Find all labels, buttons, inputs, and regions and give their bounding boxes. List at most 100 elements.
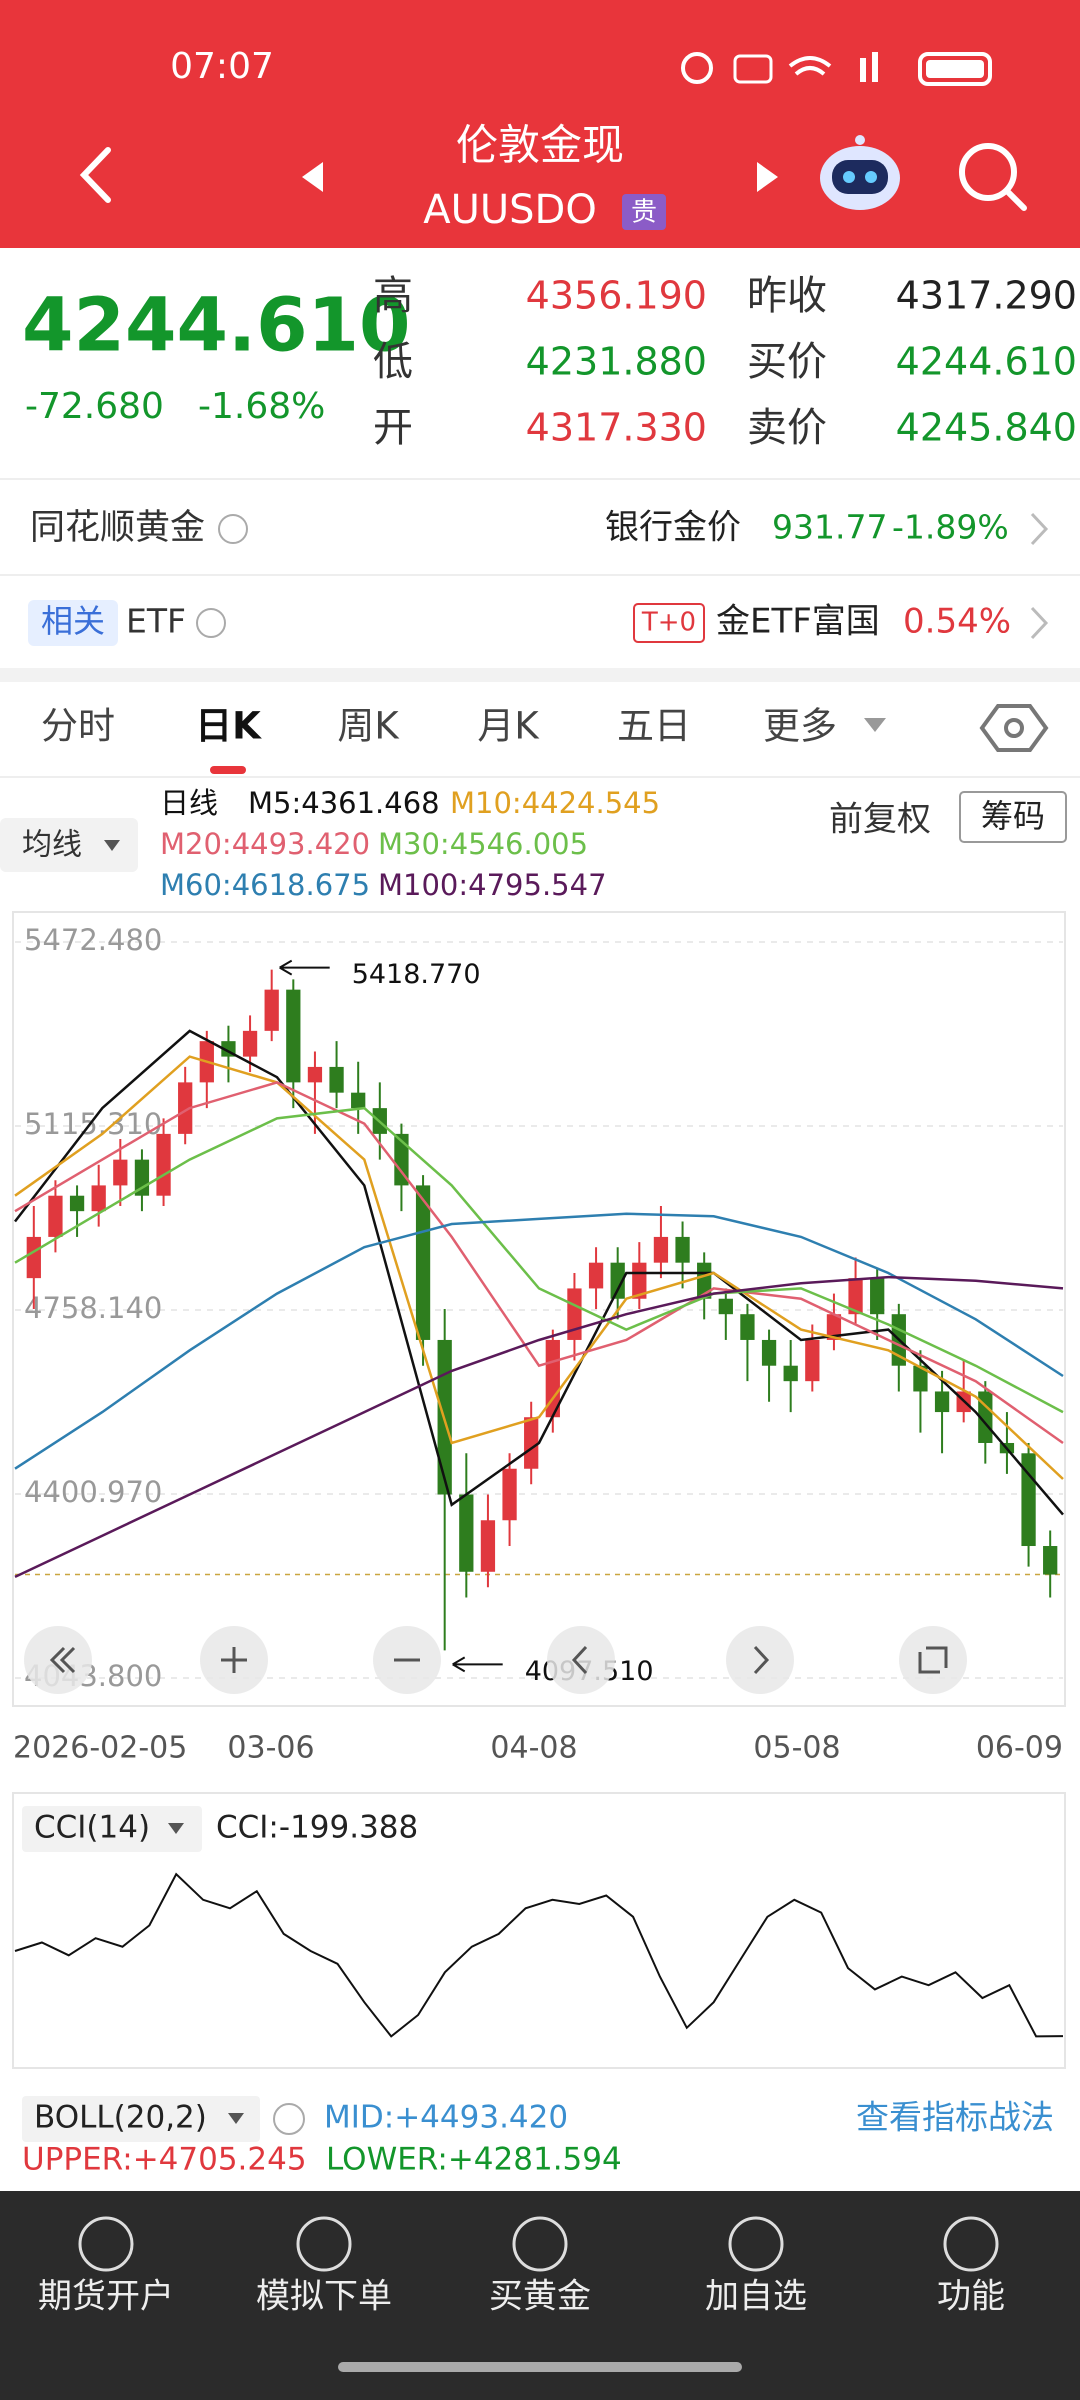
- nav-label[interactable]: 加自选: [705, 2277, 807, 2317]
- field-label: 高: [373, 273, 413, 319]
- boll-title[interactable]: BOLL(20,2): [34, 2100, 207, 2136]
- robot-icon[interactable]: [820, 135, 900, 210]
- candle-body: [718, 1298, 733, 1315]
- ma-select[interactable]: 均线: [22, 828, 82, 863]
- chips-btn[interactable]: [959, 791, 1067, 843]
- adjust-label[interactable]: 前复权: [829, 800, 931, 840]
- control-icon: [918, 1646, 948, 1674]
- candle-body: [113, 1159, 128, 1186]
- ma-legend: M30:4546.005: [378, 827, 588, 861]
- nav-icon[interactable]: [78, 2216, 134, 2272]
- candle-body: [69, 1195, 85, 1212]
- boll-link[interactable]: 查看指标战法: [856, 2098, 1054, 2137]
- candle-body: [934, 1391, 950, 1413]
- tab[interactable]: 日K: [195, 705, 262, 748]
- search-icon[interactable]: [959, 143, 1027, 211]
- page-title: 伦敦金现: [456, 121, 624, 170]
- nav-label[interactable]: 模拟下单: [256, 2277, 392, 2317]
- candle-body: [697, 1262, 712, 1299]
- tab[interactable]: 分时: [41, 705, 115, 748]
- cci-readout: CCI:-199.388: [216, 1810, 418, 1846]
- nav-label[interactable]: 买黄金: [489, 2277, 591, 2317]
- chart-control[interactable]: [899, 1626, 967, 1694]
- divider: [0, 776, 1080, 778]
- boll-lower: LOWER:+4281.594: [326, 2142, 622, 2178]
- dropdown-arrow: [864, 718, 886, 732]
- back-button[interactable]: [79, 147, 111, 203]
- chart-frame: [12, 911, 1066, 1707]
- nav-label[interactable]: 功能: [937, 2277, 1005, 2317]
- dropdown-arrow: [228, 2113, 244, 2124]
- settings-icon[interactable]: [979, 704, 1049, 752]
- field-value: 4317.330: [526, 406, 707, 450]
- cci-line: [14, 1872, 1064, 2038]
- candle-body: [610, 1262, 625, 1299]
- field-label: 卖价: [747, 405, 827, 451]
- candle-body: [740, 1314, 755, 1340]
- section-title[interactable]: 同花顺黄金: [30, 508, 205, 548]
- chart-control[interactable]: [726, 1626, 794, 1694]
- chart-control[interactable]: [547, 1626, 615, 1694]
- candle-body: [913, 1365, 928, 1392]
- tag-bg: [622, 194, 666, 230]
- note-arrow: [452, 1656, 503, 1673]
- bank-change: -1.89%: [892, 508, 1009, 547]
- nav-icon[interactable]: [728, 2216, 784, 2272]
- dropdown-arrow: [104, 840, 120, 851]
- nav-icon[interactable]: [943, 2216, 999, 2272]
- symbol: AUUSDO: [423, 187, 597, 233]
- cci-title[interactable]: CCI(14): [34, 1810, 150, 1846]
- y-tick-label: 5472.480: [24, 923, 162, 957]
- chart-control[interactable]: [24, 1626, 92, 1694]
- ma-line: [14, 1055, 1064, 1480]
- field-value: 4356.190: [526, 274, 707, 318]
- bank-price: 931.77: [772, 508, 887, 547]
- nav-label[interactable]: 期货开户: [38, 2277, 174, 2317]
- x-tick-label: 04-08: [490, 1731, 577, 1766]
- price-change-pct: -1.68%: [198, 386, 325, 427]
- divider: [0, 574, 1080, 576]
- y-tick-label: 5115.310: [24, 1107, 162, 1141]
- candle-body: [826, 1314, 842, 1340]
- help-icon: [218, 514, 248, 544]
- candle-body: [805, 1339, 820, 1382]
- etf-name[interactable]: 金ETF富国: [716, 602, 880, 642]
- candle-body: [675, 1236, 690, 1263]
- candle-body: [870, 1278, 885, 1315]
- candle-body: [351, 1092, 366, 1109]
- candle-body: [848, 1278, 863, 1315]
- cci-frame: [12, 1792, 1066, 2069]
- chevron: [1030, 606, 1049, 640]
- candle-body: [242, 1030, 258, 1057]
- tab[interactable]: 更多: [763, 705, 837, 748]
- tab[interactable]: 月K: [477, 705, 540, 748]
- chips-label: 筹码: [981, 797, 1045, 835]
- status-time: 07:07: [170, 46, 274, 87]
- x-tick-label: 06-09: [976, 1731, 1063, 1766]
- bank-label: 银行金价: [605, 508, 741, 548]
- etf-title: ETF: [126, 602, 186, 641]
- section-gap: [0, 668, 1080, 682]
- help-icon: [273, 2103, 305, 2135]
- ma-line: [14, 1029, 1064, 1516]
- nav-icon[interactable]: [296, 2216, 352, 2272]
- tag: 贵: [631, 198, 657, 228]
- ma-line: [14, 1212, 1064, 1470]
- tab[interactable]: 周K: [337, 705, 400, 748]
- x-tick-label: 2026-02-05: [13, 1731, 187, 1766]
- tab-underline: [210, 766, 246, 774]
- etf-tag: 相关: [41, 602, 105, 640]
- prev-button[interactable]: [302, 162, 323, 192]
- next-button[interactable]: [757, 162, 778, 192]
- ma-line: [14, 1275, 1064, 1579]
- nav-icon[interactable]: [512, 2216, 568, 2272]
- control-icon: [753, 1645, 770, 1675]
- period-label: 日线: [160, 786, 218, 820]
- chevron: [1030, 512, 1049, 546]
- candle-body: [545, 1339, 560, 1418]
- ma-select-bg: [0, 818, 138, 872]
- field-value: 4245.840: [896, 406, 1077, 450]
- tab[interactable]: 五日: [617, 705, 691, 748]
- note-arrow: [279, 959, 330, 976]
- candle-body: [567, 1288, 582, 1340]
